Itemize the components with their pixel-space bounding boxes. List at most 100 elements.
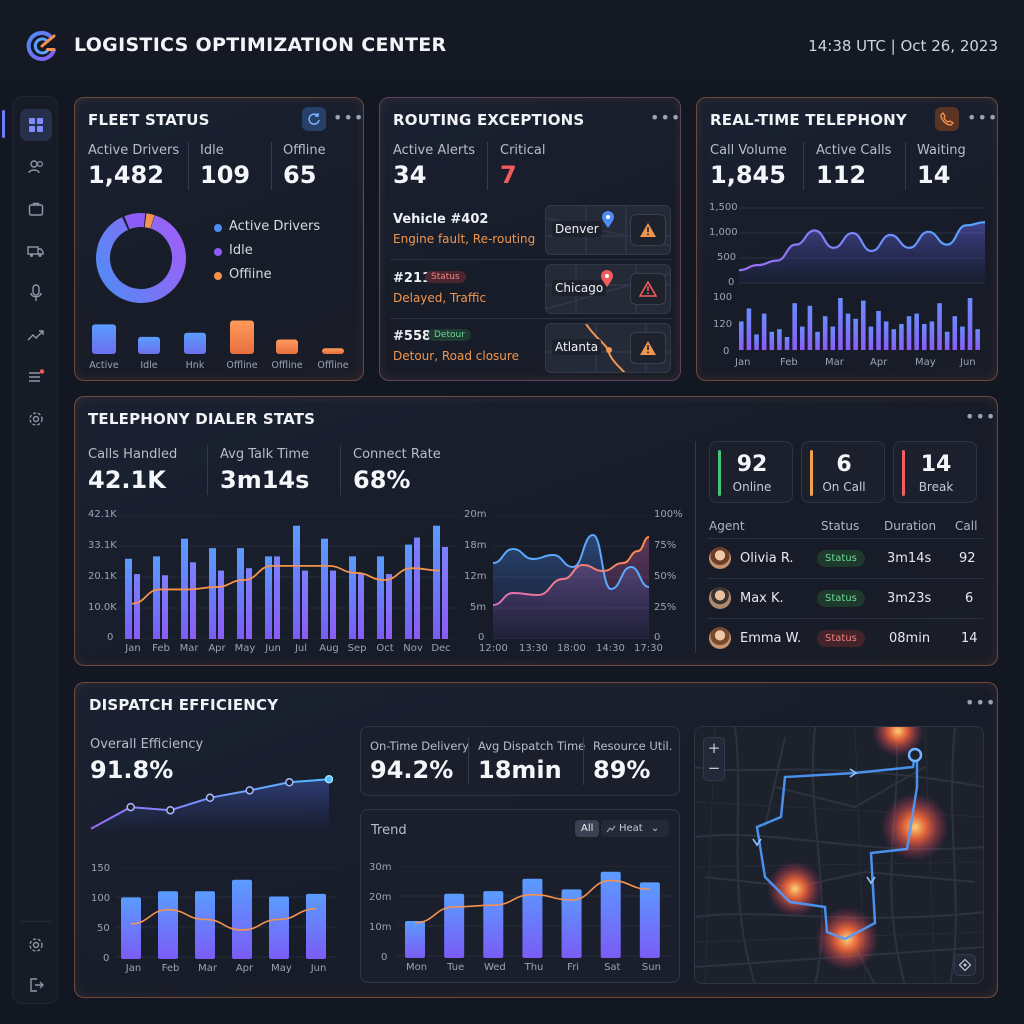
call-button[interactable] <box>935 107 959 131</box>
sidebar-item-truck[interactable] <box>20 235 52 267</box>
chevron-down-icon: ⌄ <box>650 823 660 834</box>
fleet-bar <box>92 324 116 354</box>
trend-bar <box>405 921 425 958</box>
dispatch-more-button[interactable]: ••• <box>965 693 997 712</box>
status-badge: Status <box>817 590 865 607</box>
routing-map-thumb[interactable]: Chicago <box>545 264 671 314</box>
trend-box: Trend All Heat ⌄ 30m 20m 10m 0 Mon Tue Wed… <box>360 809 680 983</box>
dispatch-bar <box>232 879 252 959</box>
zoom-in-button[interactable]: + <box>707 739 721 757</box>
stat-label: Online <box>732 480 772 494</box>
telephony-metric-value: 1,845 <box>710 161 786 189</box>
dialer-bar <box>302 570 308 639</box>
phone-icon <box>940 112 954 126</box>
dialer-more-button[interactable]: ••• <box>965 407 997 426</box>
efficiency-point <box>285 778 294 787</box>
sidebar-item-microphone[interactable] <box>20 277 52 309</box>
sidebar-item-settings[interactable] <box>20 403 52 435</box>
telephony-bar <box>754 334 759 350</box>
route-path <box>752 747 923 941</box>
recenter-button[interactable] <box>954 954 976 976</box>
warning-button[interactable] <box>630 273 666 305</box>
x-tick: 18:00 <box>557 643 586 654</box>
dispatch-bar <box>158 891 178 959</box>
dispatch-kpi-box: On-Time Delivery 94.2% Avg Dispatch Time… <box>360 726 680 796</box>
telephony-bar <box>960 326 965 350</box>
location-marker-icon <box>907 747 923 763</box>
x-tick: Fri <box>567 962 580 973</box>
y-tick: 10m <box>369 922 392 933</box>
users-icon <box>28 160 44 174</box>
table-header: Duration <box>884 519 937 533</box>
x-tick: Nov <box>403 643 423 654</box>
map-city-label: Chicago <box>552 280 607 296</box>
toggle-heat[interactable]: Heat ⌄ <box>601 820 669 837</box>
legend-dot-idle <box>214 248 222 256</box>
agent-oncall-card[interactable]: 6 On Call <box>801 441 885 503</box>
routing-metric-value: 34 <box>393 161 427 189</box>
sidebar-item-briefcase[interactable] <box>20 193 52 225</box>
fleet-metric-value: 65 <box>283 161 317 189</box>
dialer-bar <box>218 570 224 639</box>
telephony-bar <box>967 298 973 350</box>
y-tick: 20m <box>464 509 487 520</box>
warning-button[interactable] <box>630 214 666 246</box>
sidebar-item-users[interactable] <box>20 151 52 183</box>
dialer-bar <box>442 546 448 639</box>
stat-label: Break <box>918 480 954 494</box>
telephony-metric-label: Active Calls <box>816 143 892 158</box>
routing-map-thumb[interactable]: Denver <box>545 205 671 255</box>
fleet-bar <box>230 320 254 354</box>
telephony-bar <box>822 316 828 350</box>
telephony-bar <box>868 326 874 350</box>
heat-map[interactable]: + − <box>694 726 984 984</box>
routing-item-title[interactable]: Vehicle #402 <box>393 212 489 227</box>
routing-item-title[interactable]: #558 <box>393 329 432 344</box>
dispatch-bar <box>195 891 215 959</box>
refresh-button[interactable] <box>302 107 326 131</box>
y-tick: 75% <box>654 540 677 551</box>
telephony-metric-label: Waiting <box>917 143 966 158</box>
app-title: LOGISTICS OPTIMIZATION CENTER <box>74 34 447 56</box>
y-tick: 150 <box>91 863 111 874</box>
dialer-stats-panel: TELEPHONY DIALER STATS ••• Calls Handled… <box>74 396 998 666</box>
refresh-icon <box>308 113 320 125</box>
zoom-out-button[interactable]: − <box>707 759 721 777</box>
toggle-all[interactable]: All <box>575 820 600 837</box>
sidebar-item-list[interactable] <box>20 361 52 393</box>
status-indicator <box>810 450 813 496</box>
y-tick: 100% <box>654 509 683 520</box>
routing-item-title[interactable]: #211 <box>393 271 432 286</box>
divider <box>468 737 469 785</box>
sidebar-item-logout[interactable] <box>20 969 52 1001</box>
dialer-bar <box>209 548 216 639</box>
dialer-bar <box>125 558 132 639</box>
trend-icon <box>27 330 44 341</box>
agent-online-card[interactable]: 92 Online <box>709 441 793 503</box>
agent-break-card[interactable]: 14 Break <box>893 441 977 503</box>
agent-name: Olivia R. <box>740 551 794 566</box>
sidebar-item-gear[interactable] <box>20 929 52 961</box>
fleet-status-title: FLEET STATUS <box>88 111 210 129</box>
divider <box>803 142 804 190</box>
routing-map-thumb[interactable]: Atlanta <box>545 323 671 373</box>
warning-button[interactable] <box>630 332 666 364</box>
agent-name: Emma W. <box>740 631 802 646</box>
table-header: Call <box>955 519 978 533</box>
sidebar-item-trends[interactable] <box>20 319 52 351</box>
routing-more-button[interactable]: ••• <box>650 108 682 127</box>
y-tick: 0 <box>478 632 485 643</box>
telephony-bar <box>769 331 775 350</box>
sidebar-item-dashboard[interactable] <box>20 109 52 141</box>
kpi-label: Resource Util. <box>593 739 673 753</box>
telephony-bar <box>952 316 958 350</box>
kpi-value: 18min <box>478 756 562 784</box>
telephony-bar <box>929 321 935 350</box>
fleet-more-button[interactable]: ••• <box>333 108 365 127</box>
telephony-more-button[interactable]: ••• <box>967 108 999 127</box>
dialer-bar <box>414 537 420 639</box>
routing-title: ROUTING EXCEPTIONS <box>393 111 585 129</box>
x-tick: May <box>915 357 936 368</box>
telephony-bar <box>777 329 782 350</box>
x-tick: Sat <box>604 962 621 973</box>
